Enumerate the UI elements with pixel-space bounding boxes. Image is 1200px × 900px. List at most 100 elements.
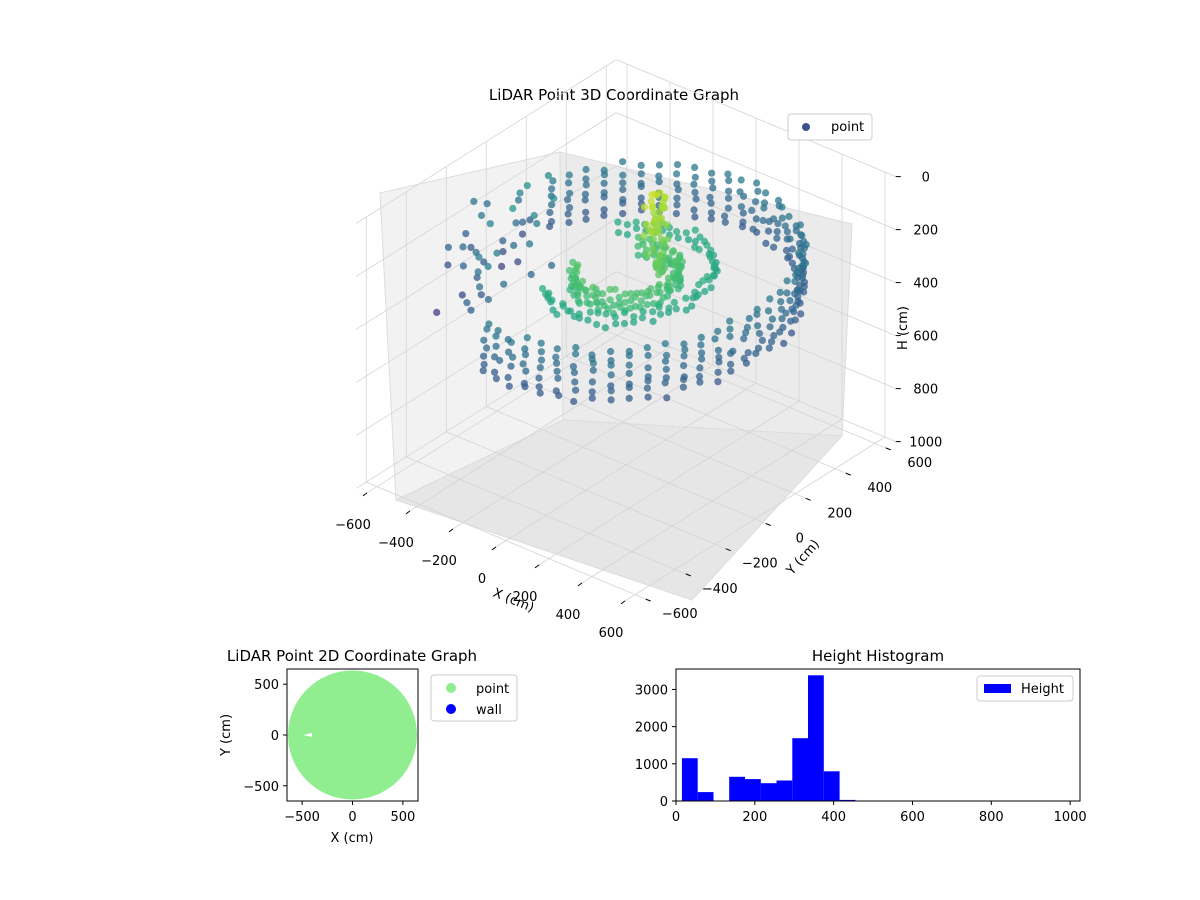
point-3d <box>765 344 773 352</box>
point-3d <box>521 345 529 353</box>
y-tick-3d <box>845 472 851 476</box>
point-3d <box>644 364 652 372</box>
point-3d <box>498 262 506 270</box>
grid-line-h-right-1 <box>616 112 896 230</box>
point-3d <box>505 348 513 356</box>
grid-line-h-left-4 <box>356 271 617 436</box>
point-3d <box>606 296 614 304</box>
y-tick-label-histogram: 0 <box>660 795 668 810</box>
histogram-bar <box>823 771 840 801</box>
point-3d <box>581 286 589 294</box>
point-3d <box>570 397 578 406</box>
point-3d <box>695 372 704 381</box>
point-3d <box>753 305 761 313</box>
histogram-bar <box>839 799 856 801</box>
legend-2d-point-marker <box>446 683 456 693</box>
point-3d <box>695 281 703 289</box>
x-tick-label-2d: 500 <box>390 810 415 825</box>
point-3d <box>627 296 635 305</box>
point-3d <box>607 371 615 379</box>
point-3d <box>552 353 560 361</box>
chart-2d-title: LiDAR Point 2D Coordinate Graph <box>227 647 477 665</box>
point-3d <box>492 332 500 340</box>
point-3d <box>796 221 805 229</box>
y-tick-label-3d: 0 <box>796 532 804 547</box>
point-3d <box>588 351 596 359</box>
point-3d <box>654 283 663 291</box>
point-3d <box>679 383 688 391</box>
point-3d <box>492 375 500 383</box>
point-3d <box>611 285 619 293</box>
point-3d <box>536 364 544 372</box>
point-3d <box>706 193 714 201</box>
point-3d <box>512 219 520 227</box>
point-3d <box>643 251 651 259</box>
point-3d <box>566 204 574 212</box>
point-3d <box>786 235 794 243</box>
point-3d <box>483 200 491 208</box>
point-3d <box>792 271 800 279</box>
y-tick-label-3d: −600 <box>662 607 698 622</box>
y-tick-label-2d: 500 <box>254 678 279 693</box>
point-3d <box>480 258 488 266</box>
point-3d <box>709 271 718 279</box>
x-tick-label-histogram: 0 <box>672 810 680 825</box>
point-3d <box>648 245 656 253</box>
point-3d <box>697 341 705 349</box>
histogram-bars <box>681 675 856 801</box>
point-3d <box>760 204 768 212</box>
point-3d <box>781 222 789 230</box>
point-3d <box>663 394 671 402</box>
x-tick-3d <box>620 600 626 605</box>
legend-2d-wall-label: wall <box>476 703 502 718</box>
point-3d <box>505 382 513 390</box>
point-3d <box>682 306 690 314</box>
point-3d <box>654 265 662 273</box>
x-tick-3d <box>577 582 583 587</box>
point-3d <box>650 229 659 237</box>
point-3d <box>493 249 501 257</box>
point-3d <box>753 179 761 187</box>
x-tick-label-3d: 400 <box>556 608 581 623</box>
point-3d <box>623 231 632 239</box>
point-3d <box>680 362 688 370</box>
point-3d <box>583 292 591 300</box>
point-3d <box>714 368 722 376</box>
point-3d <box>779 323 787 331</box>
y-tick-label-histogram: 2000 <box>635 721 668 736</box>
point-3d <box>753 310 761 319</box>
point-3d <box>530 211 538 220</box>
point-3d <box>526 240 534 248</box>
point-3d <box>752 215 760 223</box>
point-3d <box>573 263 581 271</box>
point-3d <box>800 288 808 296</box>
point-3d <box>684 236 693 244</box>
point-3d <box>467 243 475 251</box>
point-3d <box>785 212 793 221</box>
point-3d <box>491 353 499 361</box>
point-3d <box>690 206 698 214</box>
point-3d <box>573 268 581 276</box>
point-3d <box>707 209 716 217</box>
point-3d <box>682 229 690 237</box>
point-3d <box>570 278 578 286</box>
point-3d <box>642 220 651 228</box>
point-3d <box>475 253 483 261</box>
point-3d <box>625 347 633 355</box>
point-3d <box>729 347 737 355</box>
point-3d <box>536 389 544 397</box>
point-3d <box>572 350 580 358</box>
point-3d <box>623 221 632 229</box>
point-3d <box>566 286 574 294</box>
chart-histogram: Height Histogram 0 200 400 600 800 1000 0 1000 2… <box>635 647 1087 825</box>
point-3d <box>727 367 735 375</box>
grid-line-h-left-0 <box>356 59 617 224</box>
point-3d <box>589 366 597 374</box>
point-3d <box>632 224 641 232</box>
point-3d <box>548 185 556 193</box>
point-3d <box>553 359 561 367</box>
grid-line-floor-x-4 <box>538 400 800 566</box>
y-tick-label-3d: 600 <box>907 456 932 471</box>
point-3d <box>523 334 531 342</box>
point-3d <box>649 308 657 316</box>
